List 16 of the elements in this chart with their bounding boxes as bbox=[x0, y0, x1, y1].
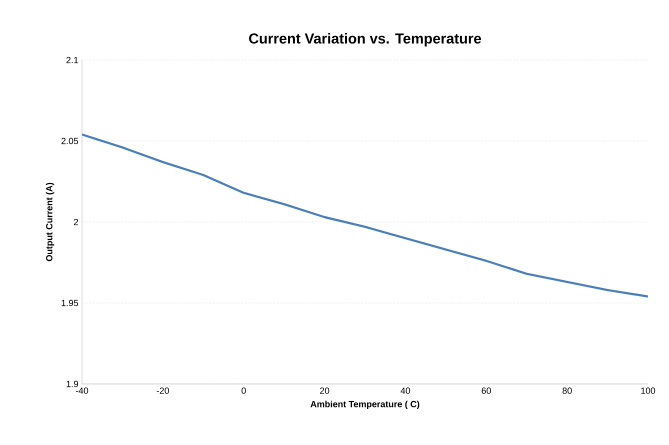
x-tick-label: -20 bbox=[156, 388, 169, 394]
y-tick-label: 2 bbox=[74, 218, 78, 226]
x-tick-label: -40 bbox=[76, 388, 88, 394]
y-tick-label: 2.05 bbox=[61, 138, 78, 144]
x-tick-label: 0 bbox=[242, 388, 246, 394]
x-tick-label: 80 bbox=[562, 388, 572, 394]
y-tick-label: 1.95 bbox=[62, 300, 78, 306]
x-tick-label: 20 bbox=[320, 388, 330, 394]
y-tick-label: 2.1 bbox=[66, 56, 78, 64]
x-tick-label: 40 bbox=[400, 388, 410, 394]
x-tick-label: 60 bbox=[482, 388, 491, 394]
x-axis-title: Ambient Temperature ( C) bbox=[310, 400, 420, 410]
y-tick-label: 1.9 bbox=[66, 380, 78, 388]
y-axis-title: Output Current (A) bbox=[46, 182, 54, 262]
chart-title: Current Variation vs. Temperature bbox=[249, 33, 482, 46]
x-tick-label: 100 bbox=[641, 388, 656, 394]
